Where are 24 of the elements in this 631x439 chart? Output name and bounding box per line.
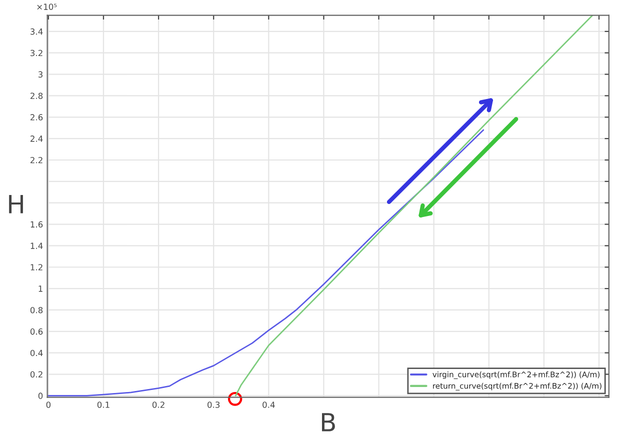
y-tick-label: 2.2 — [30, 156, 42, 164]
x-axis-title: B — [322, 413, 335, 432]
x-tick-label: 0 — [46, 402, 51, 408]
text: ×10⁵ — [37, 4, 57, 10]
y-tick-label: 2.4 — [30, 136, 43, 142]
y-tick-label: 1.6 — [30, 221, 43, 228]
y-tick-label: 0.8 — [30, 306, 43, 314]
y-tick-label: 0 — [38, 392, 43, 399]
y-tick-label: 0.2 — [30, 371, 42, 378]
y-tick-label: 2.8 — [30, 92, 43, 99]
y-tick-label: 0.4 — [30, 350, 43, 356]
y-tick-label: 1.4 — [30, 242, 43, 249]
x-tick-label: 0.3 — [208, 402, 220, 408]
x-tick-label: 0.2 — [152, 402, 164, 408]
y-tick-label: 2.6 — [30, 114, 43, 120]
y-tick-label: 0.6 — [30, 328, 43, 335]
y-axis-title: H — [9, 195, 23, 214]
y-tick-label: 3.2 — [30, 50, 42, 56]
x-tick-label: 0.4 — [262, 402, 275, 408]
y-tick-label: 1 — [38, 286, 42, 292]
x-tick-label: 0.1 — [97, 402, 110, 408]
y-tick-label: 3.4 — [30, 28, 43, 35]
y-tick-label: 3 — [38, 71, 42, 78]
y-tick-label: 1.2 — [30, 264, 42, 270]
